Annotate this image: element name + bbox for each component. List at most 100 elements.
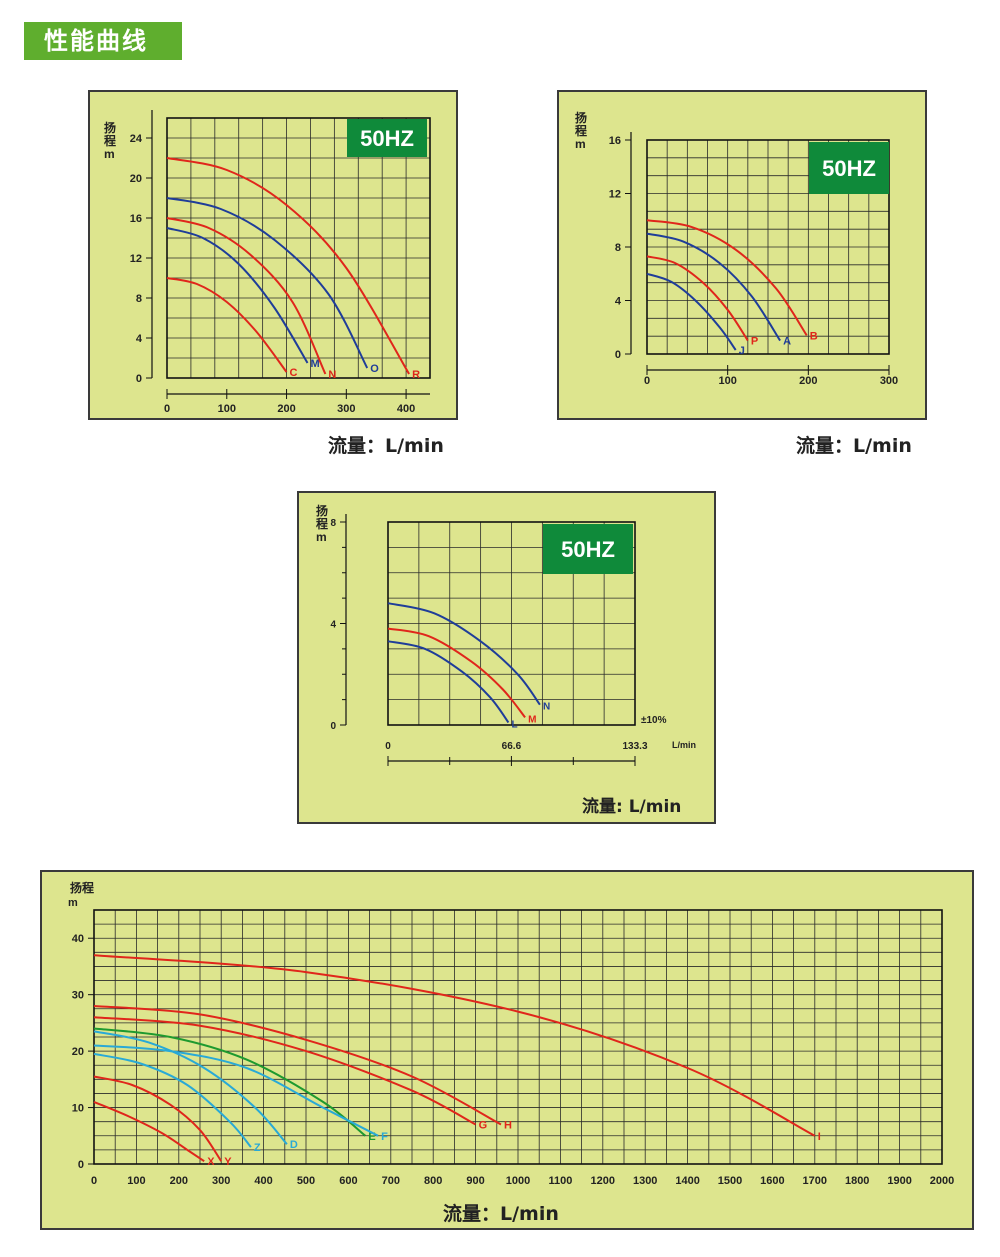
chart4-panel: 0 10 20 30 40 0 100 200 300 400 500 600 700 800 900 100… [40, 870, 974, 1230]
chart4-xtick-label: 1900 [887, 1175, 911, 1187]
chart4-ytick-label: 30 [72, 990, 84, 1002]
chart3-series-label-L: L [511, 719, 517, 730]
chart2-ytick-label: 16 [609, 135, 621, 147]
chart2-plot-frame [646, 139, 890, 355]
chart1-badge [347, 119, 427, 157]
chart3-xunit: L/min [672, 740, 696, 750]
chart4-ytick-label: 20 [72, 1046, 84, 1058]
chart4-series-label-E: E [368, 1131, 375, 1143]
chart4-series-label-Y: Y [224, 1156, 232, 1168]
chart2-series-label-B: B [810, 330, 818, 342]
chart2-series-label-P: P [751, 336, 758, 348]
chart4-series-D [93, 1030, 288, 1145]
chart1-ytick-label: 24 [130, 133, 143, 145]
chart2-ytick-label: 4 [615, 296, 622, 308]
chart1-series-M [166, 227, 309, 364]
chart4-ytick-label: 10 [72, 1103, 84, 1115]
chart4-xtick-label: 300 [212, 1175, 230, 1187]
chart3-series-M [387, 627, 526, 719]
chart4-xtick-label: 0 [91, 1175, 97, 1187]
chart2-xtick-label: 100 [718, 375, 736, 387]
chart1-xtick-label: 400 [397, 403, 415, 415]
chart3-ytick-label: 0 [330, 721, 336, 732]
chart1-ylabel-char: 扬 [104, 120, 116, 135]
chart4-series-Z [93, 1052, 252, 1148]
chart1-xtick-label: 100 [218, 403, 236, 415]
chart4-xtick-label: 2000 [930, 1175, 954, 1187]
chart1-ytick-label: 12 [130, 253, 142, 265]
chart2-svg: 0 4 8 12 16 0 100 200 300 扬程m 50HZ JP A B [575, 110, 898, 387]
chart3-badge-text: 50HZ [561, 537, 615, 562]
chart1-series-label-O: O [370, 363, 379, 375]
chart1-series-label-N: N [328, 369, 336, 381]
chart2-flow-caption: 流量：L/min [796, 435, 912, 457]
chart3-ylabel-char: 扬 [316, 503, 328, 518]
chart3-ylabel-char: 程 [316, 516, 328, 531]
chart4-xtick-label: 900 [466, 1175, 484, 1187]
chart4-series-label-I: I [818, 1131, 821, 1143]
chart1-ylabel-char: 程 [104, 133, 116, 148]
chart2-badge-text: 50HZ [822, 156, 876, 181]
chart1-series-R [166, 157, 410, 375]
chart1-ytick-label: 20 [130, 173, 142, 185]
chart1-svg: 0 4 8 12 16 20 24 0 100 200 300 400 扬程m 50HZ CMN O R [104, 110, 431, 415]
chart2-ytick-label: 8 [615, 242, 621, 254]
chart3-panel: 0 4 8 0 66.6 133.3 L/min ±10% 扬程 m 50HZ L M N 流量: L/m… [297, 491, 716, 824]
chart2-badge [809, 142, 889, 194]
chart3-series-N [387, 602, 541, 706]
chart4-series-label-G: G [479, 1119, 488, 1131]
section-title: 性能曲线 [24, 22, 182, 60]
chart4-plot-frame [93, 909, 943, 1165]
chart4-series-label-D: D [290, 1139, 298, 1151]
chart4-xtick-label: 1000 [506, 1175, 530, 1187]
chart4-ytick-label: 0 [78, 1159, 84, 1171]
chart1-ytick-label: 0 [136, 373, 142, 385]
chart1-badge-text: 50HZ [360, 126, 414, 151]
chart3-svg: 0 4 8 0 66.6 133.3 L/min ±10% 扬程m 50HZ L MN [316, 503, 696, 766]
chart1-xtick-label: 200 [277, 403, 295, 415]
chart1-ytick-label: 16 [130, 213, 142, 225]
chart4-series-label-H: H [504, 1119, 512, 1131]
chart4-series-E [93, 1027, 367, 1137]
chart4-ytick-label: 40 [72, 933, 84, 945]
chart2-xtick-label: 200 [799, 375, 817, 387]
chart4-xtick-label: 1200 [591, 1175, 615, 1187]
chart3-xtick-label: 0 [385, 741, 391, 752]
chart3-badge [543, 524, 633, 574]
chart1-flow-caption: 流量：L/min [328, 435, 444, 457]
chart1-yunit: m [104, 147, 115, 161]
chart3-series-label-M: M [528, 714, 536, 725]
chart4-series-label-X: X [207, 1156, 215, 1168]
chart4-xtick-label: 500 [297, 1175, 315, 1187]
chart3-flow-caption: 流量: L/min [582, 797, 682, 817]
chart2-series-J [646, 272, 737, 351]
chart2-xtick-label: 300 [880, 375, 898, 387]
chart4-yunit: m [68, 897, 78, 909]
chart2-panel: 0 4 8 12 16 0 100 200 300 扬程 m 50HZ J P A B [557, 90, 927, 420]
chart1-series-C [166, 277, 288, 373]
chart4-xtick-label: 1600 [760, 1175, 784, 1187]
chart4-xtick-label: 1400 [675, 1175, 699, 1187]
chart2-ylabel-char: 程 [575, 123, 587, 138]
chart4-series-X [93, 1100, 205, 1163]
chart3-xtick-label: 133.3 [622, 741, 647, 752]
chart1-plot-frame [166, 117, 431, 379]
chart1-xtick-label: 0 [164, 403, 170, 415]
chart4-series-G [93, 1016, 477, 1126]
chart3-series-L [387, 640, 510, 724]
chart2-series-B [646, 219, 808, 336]
chart3-ytick-label: 4 [330, 620, 336, 631]
chart2-series-P [646, 255, 749, 342]
chart2-ylabel-char: 扬 [575, 110, 587, 125]
chart4-xtick-label: 100 [127, 1175, 145, 1187]
chart1-ytick-label: 8 [136, 293, 142, 305]
chart1-series-O [166, 197, 369, 369]
chart3-series-label-N: N [543, 702, 550, 713]
chart1-series-label-M: M [310, 358, 319, 370]
chart1-series-label-C: C [290, 367, 298, 379]
chart1-ytick-label: 4 [136, 333, 143, 345]
chart3-xtick-label: 66.6 [502, 741, 522, 752]
chart3-tolerance: ±10% [641, 715, 667, 726]
chart1-xtick-label: 300 [337, 403, 355, 415]
chart3-yunit: m [316, 530, 327, 544]
